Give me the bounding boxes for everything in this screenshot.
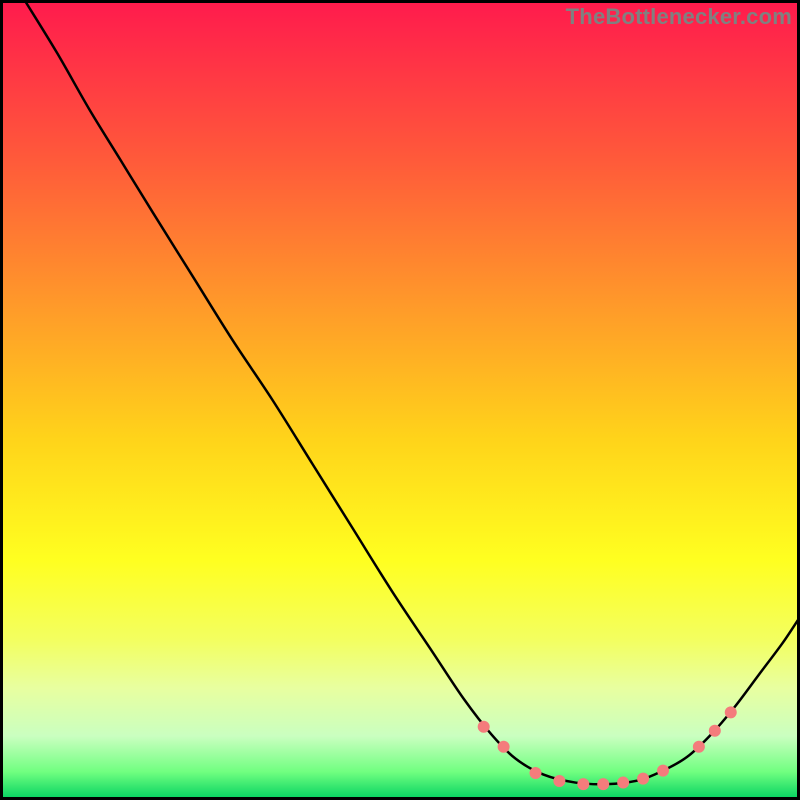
marker-dot xyxy=(529,767,541,779)
marker-dot xyxy=(657,765,669,777)
watermark-text: TheBottlenecker.com xyxy=(566,4,792,30)
marker-dot xyxy=(617,777,629,789)
marker-dot xyxy=(693,741,705,753)
marker-dot xyxy=(597,778,609,790)
marker-dot xyxy=(498,741,510,753)
bottleneck-chart xyxy=(0,0,800,800)
marker-dot xyxy=(637,773,649,785)
chart-container: TheBottlenecker.com xyxy=(0,0,800,800)
gradient-background xyxy=(0,0,800,800)
marker-dot xyxy=(478,721,490,733)
marker-dot xyxy=(577,778,589,790)
marker-dot xyxy=(709,725,721,737)
marker-dot xyxy=(725,706,737,718)
marker-dot xyxy=(553,775,565,787)
